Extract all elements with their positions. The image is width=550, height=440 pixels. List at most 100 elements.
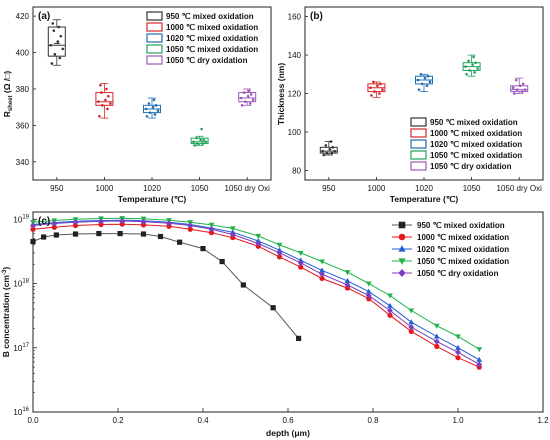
series-marker bbox=[455, 355, 461, 361]
y-tick-label: 380 bbox=[16, 85, 30, 94]
plot-frame bbox=[32, 6, 272, 181]
series-line bbox=[30, 217, 483, 362]
data-point bbox=[239, 96, 243, 100]
box-1050 bbox=[462, 54, 481, 77]
x-tick-label: 0.0 bbox=[27, 416, 39, 425]
data-point bbox=[373, 90, 376, 93]
data-point bbox=[476, 67, 479, 70]
legend-entry: 1000 ℃ mixed oxidation bbox=[430, 129, 522, 138]
data-point bbox=[325, 151, 329, 155]
box-950 bbox=[319, 140, 338, 157]
legend-swatch bbox=[410, 117, 427, 127]
legend-entry: 1000 ℃ mixed oxidation bbox=[166, 23, 258, 32]
data-point bbox=[97, 100, 100, 103]
series-marker bbox=[387, 312, 393, 318]
series-marker bbox=[319, 259, 325, 265]
series-marker bbox=[344, 277, 351, 283]
legend-entry: 1050 ℃ mixed oxidation bbox=[166, 45, 258, 54]
y-tick-label: 1016 bbox=[13, 407, 29, 417]
box-1020 bbox=[143, 97, 161, 119]
legend: 950 ℃ mixed oxidation 1000 ℃ mixed oxidat… bbox=[410, 117, 522, 171]
data-point bbox=[147, 102, 151, 105]
data-point bbox=[518, 84, 522, 88]
data-point bbox=[520, 90, 524, 93]
data-point bbox=[100, 91, 103, 94]
data-point bbox=[107, 94, 110, 98]
data-point bbox=[154, 104, 158, 107]
data-point bbox=[145, 114, 149, 118]
data-point bbox=[247, 89, 251, 93]
series-marker bbox=[434, 343, 440, 350]
series-line bbox=[30, 217, 483, 368]
data-point bbox=[381, 88, 384, 91]
data-point bbox=[49, 43, 53, 47]
data-point bbox=[474, 61, 477, 65]
y-axis-label: Thickness (nm) bbox=[276, 63, 286, 126]
data-point bbox=[321, 149, 325, 153]
y-tick-label: 80 bbox=[292, 166, 301, 175]
data-point bbox=[105, 87, 108, 91]
series-marker bbox=[344, 270, 351, 276]
x-tick-label: 1.2 bbox=[537, 416, 549, 425]
x-tick-label: 1050 bbox=[191, 184, 209, 193]
y-tick-label: 120 bbox=[288, 90, 302, 99]
data-point bbox=[378, 92, 381, 95]
data-point bbox=[61, 47, 65, 51]
y-tick-label: 100 bbox=[288, 128, 302, 137]
x-tick-label: 950 bbox=[50, 184, 64, 193]
y-tick-label: 160 bbox=[288, 13, 302, 22]
x-tick-label: 0.4 bbox=[197, 416, 209, 425]
data-point bbox=[204, 140, 207, 144]
legend-marker bbox=[398, 221, 406, 229]
data-point bbox=[420, 82, 424, 86]
series-marker bbox=[177, 239, 183, 245]
data-point bbox=[148, 111, 152, 114]
series-marker bbox=[166, 220, 172, 227]
series-marker bbox=[30, 238, 36, 245]
data-point bbox=[331, 146, 335, 149]
data-point bbox=[465, 72, 468, 76]
data-point bbox=[53, 53, 57, 56]
series-marker bbox=[408, 308, 415, 314]
data-point bbox=[109, 102, 112, 105]
series-marker bbox=[408, 319, 415, 325]
data-point bbox=[329, 140, 333, 143]
x-tick-label: 0.2 bbox=[112, 416, 124, 425]
box-1020 bbox=[415, 72, 433, 92]
x-tick-label: 0.8 bbox=[367, 416, 379, 425]
series-line bbox=[30, 230, 302, 341]
data-point bbox=[195, 136, 198, 140]
series-marker bbox=[96, 230, 102, 237]
data-point bbox=[249, 93, 253, 96]
x-tick-label: 1000 bbox=[368, 184, 386, 193]
legend-entry: 1050 ℃ mixed oxidation bbox=[430, 151, 522, 160]
data-point bbox=[98, 114, 101, 118]
series-marker bbox=[30, 222, 36, 229]
series-marker bbox=[476, 356, 483, 362]
data-point bbox=[416, 78, 420, 82]
y-tick-label: 340 bbox=[16, 158, 30, 167]
data-point bbox=[333, 149, 337, 153]
series-marker bbox=[433, 323, 440, 329]
data-point bbox=[246, 94, 250, 98]
series-marker bbox=[319, 267, 325, 273]
box-1050 bbox=[190, 127, 209, 147]
legend-entry: 1020 ℃ mixed oxidation bbox=[166, 34, 258, 43]
y-tick-label: 400 bbox=[16, 49, 30, 58]
series-marker bbox=[140, 222, 147, 228]
series-line bbox=[30, 216, 483, 353]
legend-swatch bbox=[410, 150, 427, 160]
data-point bbox=[144, 107, 148, 111]
data-point bbox=[417, 88, 421, 91]
x-tick-label: 1.0 bbox=[452, 416, 464, 425]
series-marker bbox=[365, 288, 372, 294]
y-tick-label: 1018 bbox=[13, 279, 29, 289]
series-marker bbox=[119, 221, 125, 227]
x-tick-label: 1020 bbox=[415, 184, 433, 193]
series-marker bbox=[455, 344, 461, 350]
data-point bbox=[512, 92, 516, 95]
data-point bbox=[151, 105, 155, 109]
legend-entry: 950 ℃ mixed oxidation bbox=[417, 221, 505, 230]
data-point bbox=[515, 88, 519, 91]
